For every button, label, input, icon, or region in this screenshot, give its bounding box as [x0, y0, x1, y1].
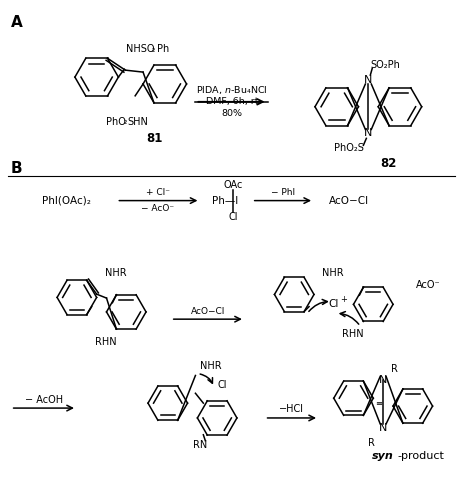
- Text: -product: -product: [397, 450, 444, 460]
- Text: NHR: NHR: [200, 360, 222, 370]
- Text: ₂: ₂: [123, 117, 126, 126]
- Text: RHN: RHN: [94, 336, 116, 346]
- Text: syn: syn: [372, 450, 394, 460]
- Text: PhI(OAc)₂: PhI(OAc)₂: [42, 196, 91, 205]
- Text: 80%: 80%: [221, 109, 243, 118]
- Text: +: +: [340, 295, 347, 304]
- Text: Cl: Cl: [329, 300, 339, 310]
- Text: OAc: OAc: [223, 180, 243, 190]
- Text: Ph—I: Ph—I: [212, 196, 238, 205]
- Text: AcO−Cl: AcO−Cl: [191, 307, 225, 316]
- Text: DMF, 6h, rt: DMF, 6h, rt: [206, 98, 258, 106]
- Text: N: N: [379, 423, 388, 433]
- Text: NHSO: NHSO: [126, 44, 155, 54]
- Text: AcO−Cl: AcO−Cl: [329, 196, 369, 205]
- Text: Cl: Cl: [217, 380, 227, 390]
- Text: R: R: [369, 438, 375, 448]
- Text: PhO: PhO: [106, 116, 125, 126]
- Text: RN: RN: [194, 440, 208, 450]
- Text: N: N: [364, 128, 373, 138]
- Text: ≡: ≡: [375, 398, 382, 407]
- Text: PIDA, $n$-Bu₄NCl: PIDA, $n$-Bu₄NCl: [196, 84, 268, 96]
- Text: NHR: NHR: [105, 268, 126, 278]
- Text: − PhI: − PhI: [271, 188, 295, 197]
- Text: SHN: SHN: [127, 116, 148, 126]
- Text: Ph: Ph: [157, 44, 169, 54]
- Text: RHN: RHN: [342, 329, 363, 339]
- Text: + Cl⁻: + Cl⁻: [146, 188, 170, 197]
- Text: AcO⁻: AcO⁻: [416, 280, 440, 289]
- Text: − AcOH: − AcOH: [25, 395, 63, 405]
- Text: N: N: [379, 376, 388, 386]
- Text: R: R: [391, 364, 398, 374]
- Text: PhO₂S: PhO₂S: [334, 143, 363, 153]
- Text: − AcO⁻: − AcO⁻: [141, 204, 175, 213]
- Text: N: N: [364, 75, 373, 85]
- Text: NHR: NHR: [322, 268, 344, 278]
- Text: B: B: [11, 161, 22, 176]
- Text: −HCl: −HCl: [279, 404, 304, 414]
- Text: A: A: [11, 15, 22, 30]
- Text: ₂: ₂: [152, 45, 155, 54]
- Text: 81: 81: [147, 132, 163, 145]
- Text: Cl: Cl: [228, 212, 238, 222]
- Text: SO₂Ph: SO₂Ph: [370, 60, 400, 70]
- Text: 82: 82: [380, 156, 396, 170]
